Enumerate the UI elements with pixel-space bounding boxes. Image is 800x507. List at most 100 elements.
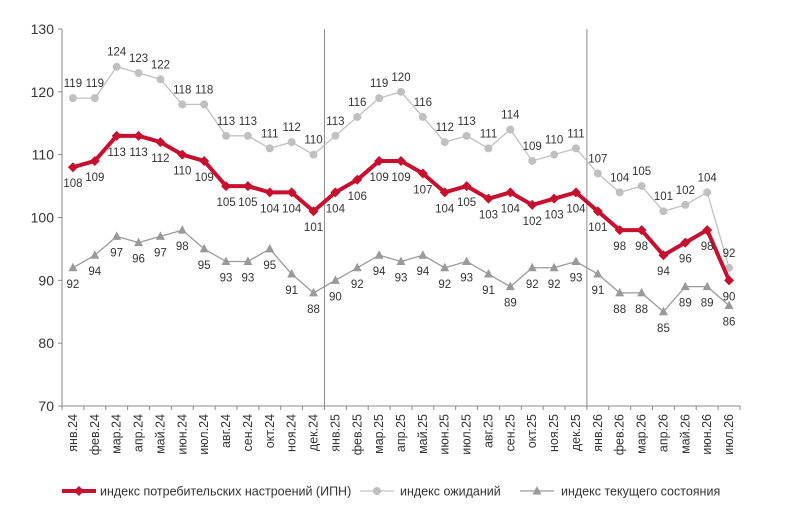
x-tick-label: сен.24: [241, 414, 255, 452]
x-tick-label: июн.25: [438, 414, 452, 455]
data-label: 98: [701, 241, 714, 253]
data-point-marker: [374, 250, 384, 259]
data-label: 104: [698, 172, 718, 184]
data-point-marker: [90, 250, 100, 259]
data-label: 119: [370, 78, 388, 90]
x-tick-label: июн.24: [175, 414, 189, 455]
data-label: 119: [86, 78, 104, 90]
data-label: 107: [588, 154, 607, 166]
data-label: 90: [329, 291, 342, 303]
data-point-marker: [264, 187, 275, 198]
data-label: 98: [635, 241, 648, 253]
data-point-marker: [199, 155, 210, 166]
y-tick-label: 130: [31, 21, 55, 37]
x-tick-label: янв.25: [328, 414, 342, 452]
data-label: 113: [326, 116, 344, 128]
data-label: 95: [198, 260, 211, 272]
data-point-marker: [243, 131, 252, 140]
data-label: 104: [326, 203, 346, 215]
data-point-marker: [353, 112, 362, 121]
x-tick-label: авг.25: [481, 414, 495, 448]
data-label: 97: [110, 247, 123, 259]
data-point-marker: [592, 206, 603, 217]
data-point-marker: [68, 94, 77, 103]
data-point-marker: [636, 225, 647, 236]
data-label: 90: [723, 291, 736, 303]
data-label: 110: [545, 135, 563, 147]
data-point-marker: [658, 250, 669, 261]
data-point-marker: [134, 237, 144, 247]
data-point-marker: [505, 281, 515, 291]
data-point-marker: [89, 155, 100, 166]
data-label: 108: [63, 178, 82, 190]
data-point-marker: [483, 193, 494, 204]
data-point-marker: [570, 187, 581, 198]
data-label: 111: [480, 128, 497, 140]
data-point-marker: [221, 256, 231, 265]
data-point-marker: [155, 231, 165, 240]
data-label: 94: [373, 266, 386, 278]
x-tick-label: дек.25: [569, 414, 583, 451]
data-point-marker: [112, 62, 121, 71]
x-tick-label: мар.24: [110, 414, 124, 454]
data-point-marker: [397, 87, 405, 96]
data-label: 116: [348, 97, 366, 109]
data-point-marker: [440, 262, 450, 272]
data-label: 94: [657, 266, 670, 278]
x-tick-label: ноя.25: [547, 414, 561, 452]
x-tick-label: фев.24: [88, 414, 102, 455]
data-label: 106: [348, 191, 367, 203]
data-label: 112: [436, 122, 454, 134]
data-point-marker: [593, 169, 602, 178]
data-label: 105: [457, 197, 476, 209]
x-tick-label: июл.26: [722, 414, 736, 455]
data-point-marker: [112, 231, 122, 240]
data-label: 120: [391, 72, 410, 84]
data-point-marker: [461, 181, 472, 192]
y-tick-label: 90: [38, 272, 54, 288]
data-point-marker: [417, 168, 428, 179]
data-label: 109: [523, 141, 542, 153]
x-tick-label: июн.26: [700, 414, 714, 455]
data-point-marker: [702, 225, 713, 236]
data-point-marker: [286, 187, 297, 198]
data-label: 101: [654, 191, 673, 203]
data-point-marker: [243, 256, 253, 265]
data-point-marker: [615, 287, 625, 297]
data-point-marker: [287, 138, 296, 147]
data-label: 104: [260, 203, 280, 215]
data-point-marker: [462, 131, 471, 140]
data-label: 113: [217, 116, 235, 128]
data-label: 103: [479, 210, 498, 222]
y-tick-label: 80: [38, 335, 54, 351]
y-tick-label: 110: [32, 147, 55, 163]
data-label: 93: [460, 272, 473, 284]
data-point-marker: [396, 155, 406, 166]
data-point-marker: [177, 225, 187, 234]
data-point-marker: [462, 256, 472, 265]
data-label: 91: [591, 285, 604, 297]
data-point-marker: [702, 281, 712, 291]
y-tick-label: 70: [38, 398, 54, 414]
data-label: 116: [414, 97, 432, 109]
data-point-marker: [68, 262, 78, 272]
legend-label: индекс ожиданий: [400, 485, 501, 499]
data-label: 124: [107, 47, 127, 59]
data-point-marker: [133, 130, 144, 141]
y-tick-label: 120: [31, 84, 55, 100]
data-label: 92: [351, 279, 364, 291]
data-label: 102: [676, 185, 695, 197]
data-label: 105: [216, 197, 235, 209]
data-label: 103: [545, 210, 564, 222]
data-label: 91: [482, 285, 495, 297]
x-tick-label: май.25: [416, 414, 430, 454]
data-point-marker: [374, 155, 385, 166]
data-point-marker: [309, 287, 319, 297]
data-point-marker: [528, 156, 537, 165]
data-point-marker: [156, 75, 165, 84]
x-tick-label: мар.25: [372, 414, 386, 454]
data-label: 88: [307, 304, 320, 316]
legend-label: индекс текущего состояния: [561, 485, 720, 499]
data-label: 93: [395, 272, 408, 284]
